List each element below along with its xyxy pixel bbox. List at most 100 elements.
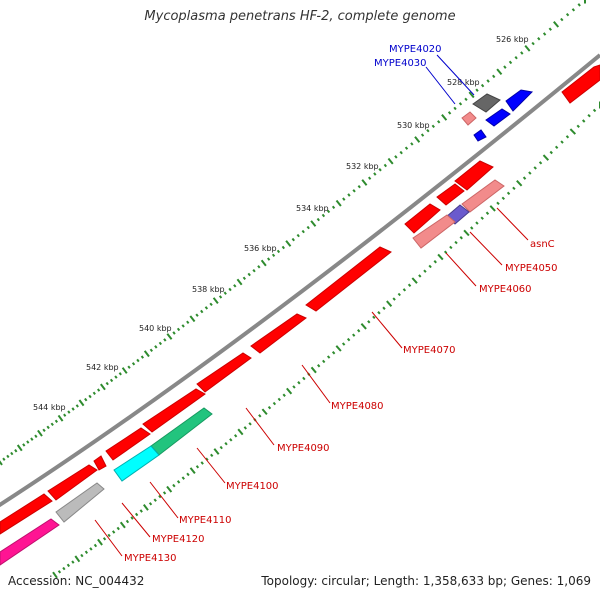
outer-scale-tick — [247, 272, 251, 277]
inner-scale-tick — [237, 428, 244, 436]
outer-scale-tick — [2, 457, 6, 461]
gene-4050-red-arrow — [436, 183, 465, 206]
outer-scale-tick — [508, 60, 513, 65]
label-mype4050[interactable]: MYPE4050 — [505, 263, 558, 274]
inner-scale-tick — [310, 366, 317, 374]
gene-leader-lines — [94, 54, 529, 557]
inner-scale-tick — [181, 476, 185, 480]
outer-scale-tick — [186, 320, 190, 325]
inner-scale-tick — [297, 381, 301, 385]
leader-mype4030 — [425, 66, 456, 105]
scale-label-528: 528 kbp — [447, 78, 480, 87]
inner-scale-tick — [367, 320, 371, 324]
inner-scale-tick — [533, 166, 537, 170]
label-mype4020[interactable]: MYPE4020 — [389, 44, 442, 55]
inner-scale-tick — [219, 445, 223, 450]
outer-scale-tick — [212, 297, 219, 305]
label-mype4100[interactable]: MYPE4100 — [226, 481, 279, 492]
inner-scale-tick — [428, 264, 432, 269]
leader-mype4080 — [301, 364, 331, 404]
label-mype4030[interactable]: MYPE4030 — [374, 58, 427, 69]
gene-arrow-end — [561, 64, 600, 104]
outer-scale-tick — [342, 197, 346, 201]
label-mype4070[interactable]: MYPE4070 — [403, 345, 456, 356]
outer-scale-tick — [285, 240, 292, 247]
genome-summary: Topology: circular; Length: 1,358,633 bp… — [261, 574, 591, 588]
inner-scale-tick — [496, 201, 500, 206]
outer-scale-tick — [480, 83, 485, 88]
inner-scale-tick — [392, 297, 396, 301]
gene-4090-arrow — [196, 352, 252, 393]
label-mype4130[interactable]: MYPE4130 — [124, 553, 177, 564]
inner-scale-tick — [407, 283, 412, 287]
inner-scale-tick — [186, 472, 190, 477]
gene-4120a-arrow — [47, 464, 98, 501]
gene-labels: MYPE4020 MYPE4030 asnC MYPE4050 MYPE4060… — [124, 44, 558, 564]
gene-blue-small-a — [461, 111, 477, 126]
outer-scale-tick — [441, 114, 448, 121]
inner-scale-tick — [130, 516, 134, 520]
outer-scale-tick — [468, 91, 475, 99]
outer-scale-tick — [475, 88, 479, 92]
outer-scale-tick — [260, 259, 267, 267]
outer-scale-tick — [347, 193, 351, 197]
label-mype4120[interactable]: MYPE4120 — [152, 534, 205, 545]
gene-mype4020-arrow — [472, 93, 501, 113]
outer-scale-tick — [306, 225, 310, 230]
outer-scale-tick — [105, 381, 109, 386]
outer-scale-tick — [0, 460, 3, 466]
inner-scale-tick — [116, 526, 120, 531]
label-mype4090[interactable]: MYPE4090 — [277, 443, 330, 454]
inner-scale-tick — [485, 211, 490, 215]
outer-scale-tick — [420, 133, 425, 137]
inner-scale-tick — [326, 355, 331, 359]
inner-scale-tick — [357, 329, 361, 333]
gene-4080-arrow — [250, 313, 307, 354]
outer-scale-tick — [542, 32, 547, 36]
outer-scale-tick — [22, 443, 26, 447]
gene-4110a-arrow — [105, 427, 151, 461]
label-mype4080[interactable]: MYPE4080 — [331, 401, 384, 412]
inner-scale-tick — [224, 441, 228, 446]
inner-scale-tick — [352, 333, 356, 337]
genome-backbone — [0, 53, 600, 508]
inner-scale-tick — [459, 236, 463, 240]
outer-scale-tick — [26, 440, 30, 444]
inner-scale-tick — [528, 171, 532, 175]
inner-scale-tick — [189, 467, 196, 475]
outer-scale-tick — [410, 142, 414, 146]
outer-scale-tick — [447, 111, 452, 115]
label-mype4060[interactable]: MYPE4060 — [479, 284, 532, 295]
label-asnc[interactable]: asnC — [530, 239, 555, 250]
inner-scale-tick — [277, 397, 281, 402]
inner-scale-tick — [111, 530, 116, 534]
outer-scale-tick — [321, 213, 326, 218]
inner-scale-tick — [176, 480, 181, 484]
leader-mype4120 — [121, 502, 151, 538]
inner-scale-tick — [397, 292, 401, 297]
inner-scale-tick — [565, 135, 570, 139]
outer-scale-tick — [96, 388, 101, 392]
label-mype4110[interactable]: MYPE4110 — [179, 515, 232, 526]
outer-scale-tick — [331, 205, 336, 210]
inner-scale-tick — [581, 119, 586, 123]
outer-scale-tick — [537, 37, 541, 41]
outer-scale-tick — [118, 372, 122, 376]
outer-scale-tick — [46, 425, 50, 430]
outer-scale-tick — [492, 74, 496, 79]
leader-asnc — [496, 207, 529, 241]
inner-scale-tick — [286, 387, 293, 395]
inner-scale-tick — [470, 226, 474, 230]
outer-scale-tick — [458, 102, 463, 106]
inner-scale-tick — [84, 550, 89, 554]
outer-scale-tick — [373, 172, 377, 176]
outer-scale-tick — [34, 434, 38, 438]
outer-scale-tick — [189, 315, 196, 323]
inner-scale-tick — [107, 533, 111, 538]
outer-scale-tick — [316, 217, 320, 222]
inner-scale-tick — [139, 509, 143, 513]
inner-scale-tick — [66, 563, 71, 568]
inner-scale-tick — [272, 401, 277, 406]
outer-scale-tick — [233, 284, 237, 288]
